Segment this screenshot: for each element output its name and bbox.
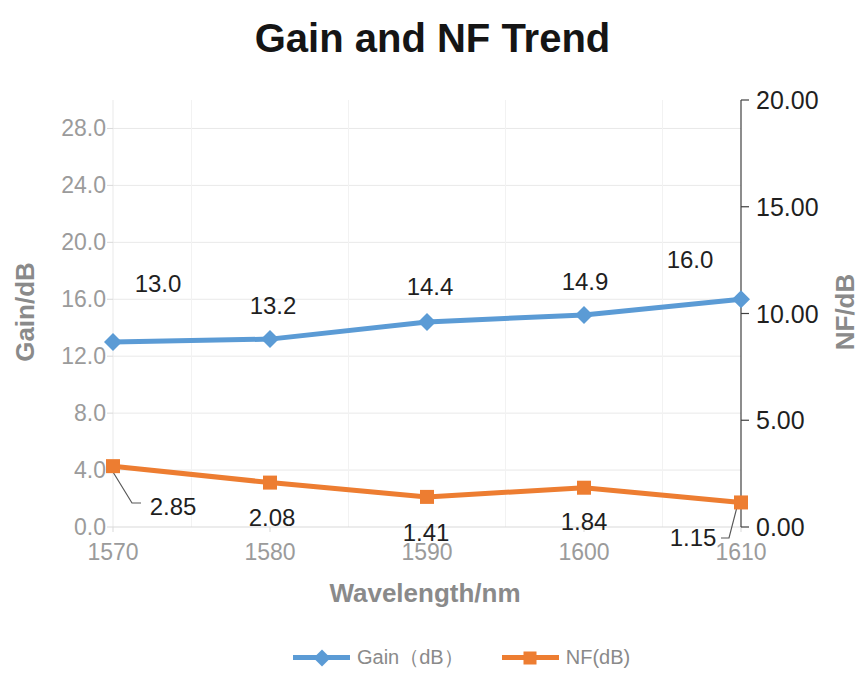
legend-label-nf: NF(dB) [566,646,630,669]
gain-data-label: 14.4 [407,273,454,301]
nf-legend-line-icon [502,655,559,660]
legend-label-gain: Gain（dB） [357,644,464,671]
nf-square-marker-icon [524,651,537,664]
left-axis-tick-label: 4.0 [74,457,106,484]
gain-legend-line-icon [293,655,350,660]
nf-series [106,459,748,509]
gain-diamond-marker-icon [313,649,330,666]
gain-data-label: 13.2 [250,292,297,320]
nf-data-label: 2.85 [150,493,197,521]
right-axis-line [741,100,749,527]
right-axis-title: NF/dB [830,274,861,351]
left-axis-tick-label: 0.0 [74,514,106,541]
right-axis-tick-label: 20.00 [756,86,819,115]
left-axis-tick-label: 12.0 [61,343,106,370]
gain-data-label: 13.0 [135,270,182,298]
left-axis-tick-label: 8.0 [74,400,106,427]
nf-data-label: 2.08 [249,504,296,532]
gain-data-label: 14.9 [562,268,609,296]
right-axis-tick-label: 15.00 [756,192,819,221]
right-axis-tick-label: 10.00 [756,299,819,328]
left-axis-title: Gain/dB [10,262,41,362]
left-axis-tick-label: 20.0 [61,229,106,256]
left-axis-tick-label: 28.0 [61,115,106,142]
left-axis-tick-label: 16.0 [61,286,106,313]
nf-data-label: 1.41 [403,519,450,547]
nf-data-label: 1.84 [561,508,608,536]
x-axis-tick-label: 1580 [244,539,295,566]
x-axis-tick-label: 1600 [558,539,609,566]
x-axis-tick-label: 1610 [715,539,766,566]
x-axis-title: Wavelength/nm [329,578,520,609]
right-axis-tick-label: 5.00 [756,406,805,435]
legend-item-nf: NF(dB) [502,646,630,669]
right-axis-tick-label: 0.00 [756,513,805,542]
nf-data-label: 1.15 [670,524,717,552]
left-axis-tick-label: 24.0 [61,172,106,199]
gain-data-label: 16.0 [667,246,714,274]
x-axis-tick-label: 1570 [87,539,138,566]
chart-container: Gain and NF Trend Gain/dB NF/dB Waveleng… [0,0,865,689]
chart-legend: Gain（dB） NF(dB) [293,644,630,671]
legend-item-gain: Gain（dB） [293,644,464,671]
